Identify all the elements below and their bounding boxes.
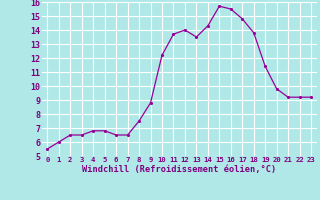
X-axis label: Windchill (Refroidissement éolien,°C): Windchill (Refroidissement éolien,°C) [82,165,276,174]
